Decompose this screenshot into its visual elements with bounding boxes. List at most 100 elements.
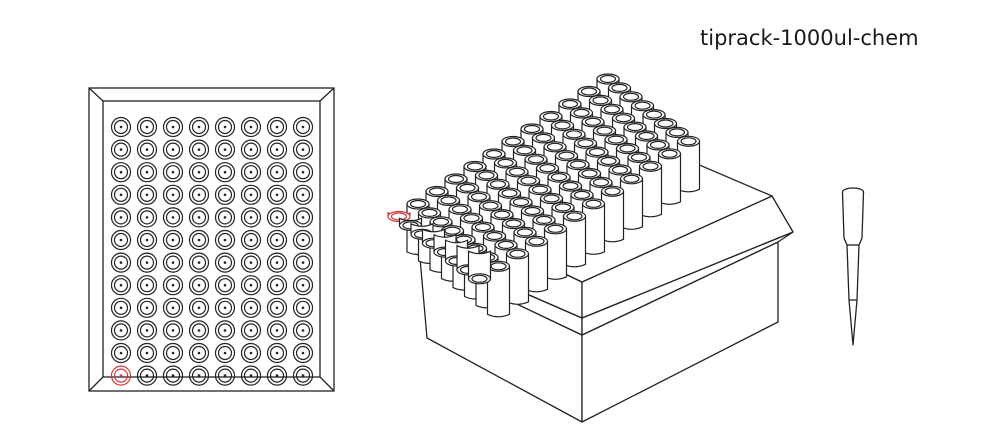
top-view-well (136, 207, 158, 228)
top-view-well (214, 207, 236, 228)
top-view-well (214, 297, 236, 318)
top-view-well (266, 139, 288, 160)
top-view-well (162, 275, 184, 296)
top-view-plate (88, 87, 335, 392)
top-view-well (214, 162, 236, 183)
top-view-well (266, 365, 288, 386)
top-view-well (110, 162, 132, 183)
rack-tip (676, 135, 701, 193)
top-view-well (240, 139, 262, 160)
rack-tip (657, 148, 682, 205)
top-view-well (188, 275, 210, 296)
top-view-well-grid (110, 116, 314, 386)
top-view-well (240, 320, 262, 341)
top-view-well (136, 229, 158, 251)
top-view-well (188, 297, 210, 318)
top-view-well (110, 116, 132, 138)
top-view-well (188, 162, 210, 183)
top-view-well (188, 252, 210, 273)
perspective-tips (387, 73, 701, 318)
top-view-well (162, 207, 184, 228)
top-view-well (162, 139, 184, 160)
top-view-well (292, 365, 314, 386)
top-view-well (188, 320, 210, 341)
top-view-well (292, 162, 314, 183)
top-view-well (214, 184, 236, 205)
top-view-well (292, 139, 314, 160)
single-pipette-tip (841, 187, 865, 346)
highlighted-tip (387, 210, 411, 223)
rack-tip (562, 210, 587, 268)
top-view-well (188, 207, 210, 228)
top-view-well (162, 252, 184, 273)
top-view-well (110, 275, 132, 296)
labware-title: tiprack-1000ul-chem (700, 26, 919, 50)
top-view-well (110, 207, 132, 228)
top-view-well (292, 342, 314, 364)
rack-tip (581, 198, 606, 255)
top-view-well (292, 297, 314, 318)
rack-tip (543, 223, 568, 280)
top-view-well (240, 116, 262, 138)
top-view-well (136, 162, 158, 183)
top-view-well (162, 116, 184, 138)
top-view-well (266, 342, 288, 364)
top-view-well (240, 207, 262, 228)
top-view-well (292, 207, 314, 228)
rack-tip (638, 160, 663, 218)
rack-tip (486, 260, 511, 318)
top-view-well (214, 139, 236, 160)
top-view-well (188, 342, 210, 364)
top-view-well (136, 297, 158, 318)
top-view-well (266, 184, 288, 205)
top-view-well (266, 116, 288, 138)
top-view-well (214, 116, 236, 138)
top-view-well (110, 297, 132, 318)
top-view-well (266, 252, 288, 273)
top-view-well (162, 297, 184, 318)
top-view-well (214, 275, 236, 296)
top-view-well (292, 116, 314, 138)
top-view-well (214, 342, 236, 364)
top-view-well (266, 297, 288, 318)
top-view-well (214, 229, 236, 251)
top-view-well (110, 252, 132, 273)
top-view-inner-frame (102, 100, 321, 378)
top-view-well (214, 252, 236, 273)
top-view-well (214, 365, 236, 386)
rack-tip (600, 185, 625, 243)
top-view-well (162, 229, 184, 251)
rack-tip (524, 235, 549, 293)
rack-tip (619, 173, 644, 230)
rack-tip (467, 250, 492, 285)
top-view-well (136, 139, 158, 160)
top-view-well (162, 162, 184, 183)
top-view-well (292, 320, 314, 341)
top-view-well (188, 139, 210, 160)
top-view-well (240, 365, 262, 386)
top-view-well (136, 252, 158, 273)
highlighted-well (110, 365, 132, 386)
top-view-well (240, 275, 262, 296)
top-view-well (110, 229, 132, 251)
top-view-well (136, 275, 158, 296)
top-view-well (266, 320, 288, 341)
top-view-outer-frame (88, 87, 335, 392)
top-view-well (266, 162, 288, 183)
top-view-well (240, 342, 262, 364)
top-view-well (240, 162, 262, 183)
top-view-well (266, 275, 288, 296)
top-view-well (188, 116, 210, 138)
top-view-well (214, 320, 236, 341)
top-view-well (188, 365, 210, 386)
top-view-well (136, 184, 158, 205)
top-view-well (266, 229, 288, 251)
top-view-well (110, 342, 132, 364)
top-view-well (162, 365, 184, 386)
top-view-well (110, 184, 132, 205)
top-view-well (136, 116, 158, 138)
top-view-well (266, 207, 288, 228)
top-view-well (136, 365, 158, 386)
top-view-well (162, 342, 184, 364)
